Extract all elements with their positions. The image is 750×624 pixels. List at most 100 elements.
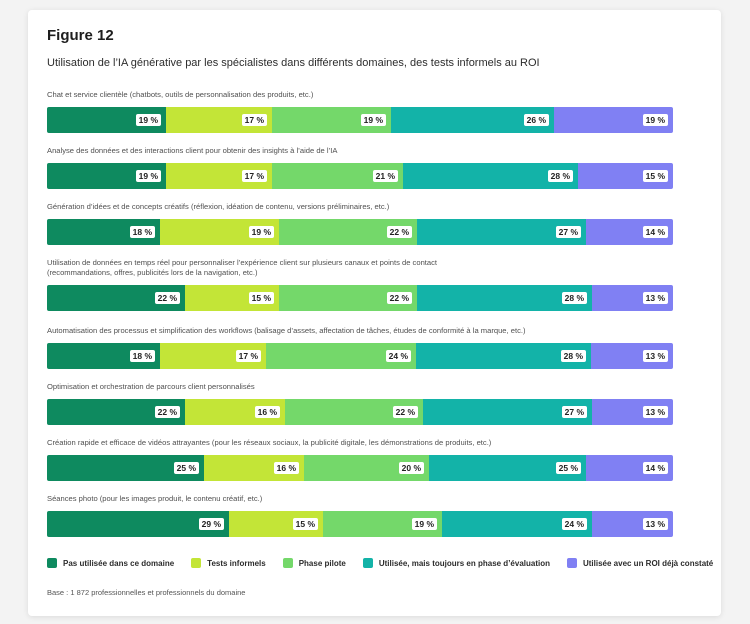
bar-segment: 15 % — [229, 511, 323, 537]
data-label: 21 % — [372, 170, 398, 182]
data-label: 15 % — [292, 518, 318, 530]
data-label: 22 % — [392, 406, 418, 418]
legend-label: Utilisée, mais toujours en phase d’évalu… — [378, 558, 550, 568]
footnote: Base : 1 872 professionnelles et profess… — [47, 588, 246, 597]
category-label: Optimisation et orchestration de parcour… — [47, 382, 255, 391]
stacked-bar: 22 % 15 % 22 % 28 % 13 % — [47, 285, 673, 311]
data-label: 27 % — [561, 406, 587, 418]
chart-row: Automatisation des processus et simplifi… — [47, 326, 673, 369]
legend-item: Utilisée avec un ROI déjà constaté — [566, 558, 714, 568]
data-label: 24 % — [561, 518, 587, 530]
data-label: 15 % — [642, 170, 668, 182]
bar-segment: 21 % — [272, 163, 403, 189]
bar-segment: 13 % — [592, 511, 673, 537]
bar-segment: 22 % — [285, 399, 423, 425]
data-label: 22 % — [154, 406, 180, 418]
data-label: 29 % — [198, 518, 224, 530]
legend-swatch — [362, 558, 373, 568]
data-label: 13 % — [642, 406, 668, 418]
data-label: 14 % — [642, 462, 668, 474]
data-label: 26 % — [523, 114, 549, 126]
figure-title: Figure 12 — [47, 27, 114, 44]
data-label: 28 % — [547, 170, 573, 182]
bar-segment: 28 % — [417, 285, 592, 311]
bar-segment: 13 % — [592, 285, 673, 311]
bar-segment: 19 % — [160, 219, 279, 245]
bar-segment: 19 % — [47, 163, 166, 189]
bar-segment: 19 % — [272, 107, 391, 133]
bar-segment: 17 % — [166, 163, 272, 189]
stacked-bar: 29 % 15 % 19 % 24 % 13 % — [47, 511, 673, 537]
data-label: 15 % — [248, 292, 274, 304]
bar-segment: 19 % — [554, 107, 673, 133]
category-label: Chat et service clientèle (chatbots, out… — [47, 90, 314, 99]
data-label: 19 % — [248, 226, 274, 238]
data-label: 13 % — [642, 350, 668, 362]
stacked-bar: 25 % 16 % 20 % 25 % 14 % — [47, 455, 673, 481]
bar-segment: 19 % — [47, 107, 166, 133]
legend-swatch — [282, 558, 293, 568]
chart-row: Analyse des données et des interactions … — [47, 146, 673, 189]
bar-segment: 24 % — [442, 511, 592, 537]
bar-segment: 18 % — [47, 219, 160, 245]
chart-row: Utilisation de données en temps réel pou… — [47, 258, 673, 311]
chart-row: Chat et service clientèle (chatbots, out… — [47, 90, 673, 133]
bar-segment: 27 % — [417, 219, 586, 245]
data-label: 25 % — [173, 462, 199, 474]
bar-segment: 20 % — [304, 455, 429, 481]
figure-card: Figure 12 Utilisation de l’IA générative… — [28, 10, 721, 616]
data-label: 19 % — [135, 114, 161, 126]
bar-segment: 22 % — [279, 285, 417, 311]
legend-swatch — [191, 558, 202, 568]
data-label: 22 % — [386, 226, 412, 238]
legend-label: Phase pilote — [298, 558, 346, 568]
category-label: Analyse des données et des interactions … — [47, 146, 338, 155]
chart-row: Génération d’idées et de concepts créati… — [47, 202, 673, 245]
bar-segment: 22 % — [279, 219, 417, 245]
bar-segment: 17 % — [160, 343, 266, 369]
legend-label: Pas utilisée dans ce domaine — [63, 558, 175, 568]
data-label: 28 % — [560, 350, 586, 362]
bar-segment: 22 % — [47, 399, 185, 425]
data-label: 17 % — [241, 170, 267, 182]
bar-segment: 22 % — [47, 285, 185, 311]
bar-segment: 16 % — [204, 455, 304, 481]
bar-segment: 27 % — [423, 399, 592, 425]
data-label: 17 % — [235, 350, 261, 362]
data-label: 27 % — [555, 226, 581, 238]
stacked-bar: 18 % 19 % 22 % 27 % 14 % — [47, 219, 673, 245]
bar-segment: 24 % — [266, 343, 416, 369]
data-label: 18 % — [129, 350, 155, 362]
chart-row: Création rapide et efficace de vidéos at… — [47, 438, 673, 481]
category-label: Création rapide et efficace de vidéos at… — [47, 438, 492, 447]
bar-segment: 15 % — [185, 285, 279, 311]
chart-row: Séances photo (pour les images produit, … — [47, 494, 673, 537]
data-label: 16 % — [254, 406, 280, 418]
chart-legend: Pas utilisée dans ce domaine Tests inform… — [47, 558, 713, 568]
bar-segment: 25 % — [47, 455, 204, 481]
category-label: Séances photo (pour les images produit, … — [47, 494, 263, 503]
bar-segment: 17 % — [166, 107, 272, 133]
bar-segment: 19 % — [323, 511, 442, 537]
bar-segment: 14 % — [586, 455, 673, 481]
data-label: 28 % — [561, 292, 587, 304]
category-label: Automatisation des processus et simplifi… — [47, 326, 526, 335]
category-label: Génération d’idées et de concepts créati… — [47, 202, 390, 211]
data-label: 25 % — [555, 462, 581, 474]
bar-segment: 29 % — [47, 511, 229, 537]
legend-label: Utilisée avec un ROI déjà constaté — [582, 558, 714, 568]
stacked-bar: 19 % 17 % 19 % 26 % 19 % — [47, 107, 673, 133]
bar-segment: 14 % — [586, 219, 673, 245]
bar-segment: 28 % — [403, 163, 578, 189]
stacked-bar: 22 % 16 % 22 % 27 % 13 % — [47, 399, 673, 425]
data-label: 24 % — [385, 350, 411, 362]
chart-row: Optimisation et orchestration de parcour… — [47, 382, 673, 425]
stacked-bar: 18 % 17 % 24 % 28 % 13 % — [47, 343, 673, 369]
data-label: 18 % — [129, 226, 155, 238]
data-label: 14 % — [642, 226, 668, 238]
legend-item: Pas utilisée dans ce domaine — [47, 558, 174, 568]
chart-title: Utilisation de l’IA générative par les s… — [47, 57, 540, 69]
bar-segment: 13 % — [591, 343, 673, 369]
bar-segment: 25 % — [429, 455, 586, 481]
data-label: 17 % — [241, 114, 267, 126]
